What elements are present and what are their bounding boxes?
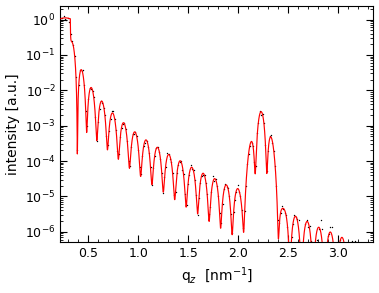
- X-axis label: q$_z$  [nm$^{-1}$]: q$_z$ [nm$^{-1}$]: [181, 266, 253, 287]
- Y-axis label: intensity [a.u.]: intensity [a.u.]: [6, 73, 20, 175]
